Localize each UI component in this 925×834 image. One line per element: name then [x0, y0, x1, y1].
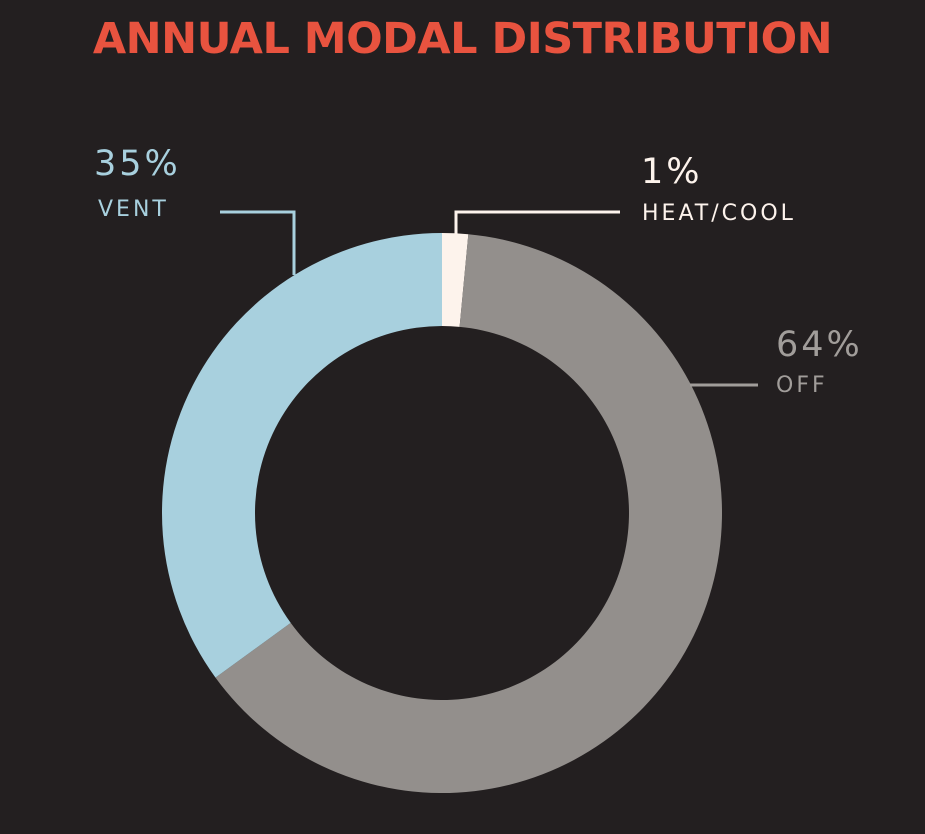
- slice-label-off: OFF: [776, 373, 828, 398]
- slice-percent-off: 64%: [776, 325, 863, 365]
- slice-vent: [161, 233, 442, 678]
- chart-title: ANNUAL MODAL DISTRIBUTION: [92, 14, 833, 64]
- slice-heat-cool: [442, 233, 469, 327]
- leader-line-vent: [220, 210, 296, 275]
- slice-percent-heat-cool: 1%: [641, 152, 703, 192]
- leader-line-heat-cool: [454, 210, 620, 236]
- donut-slices: [161, 233, 723, 793]
- slice-percent-vent: 35%: [94, 144, 181, 184]
- leader-lines: [220, 210, 758, 387]
- slice-off: [215, 234, 723, 793]
- slice-label-heat-cool: HEAT/COOL: [642, 201, 796, 226]
- slice-label-vent: VENT: [98, 197, 169, 222]
